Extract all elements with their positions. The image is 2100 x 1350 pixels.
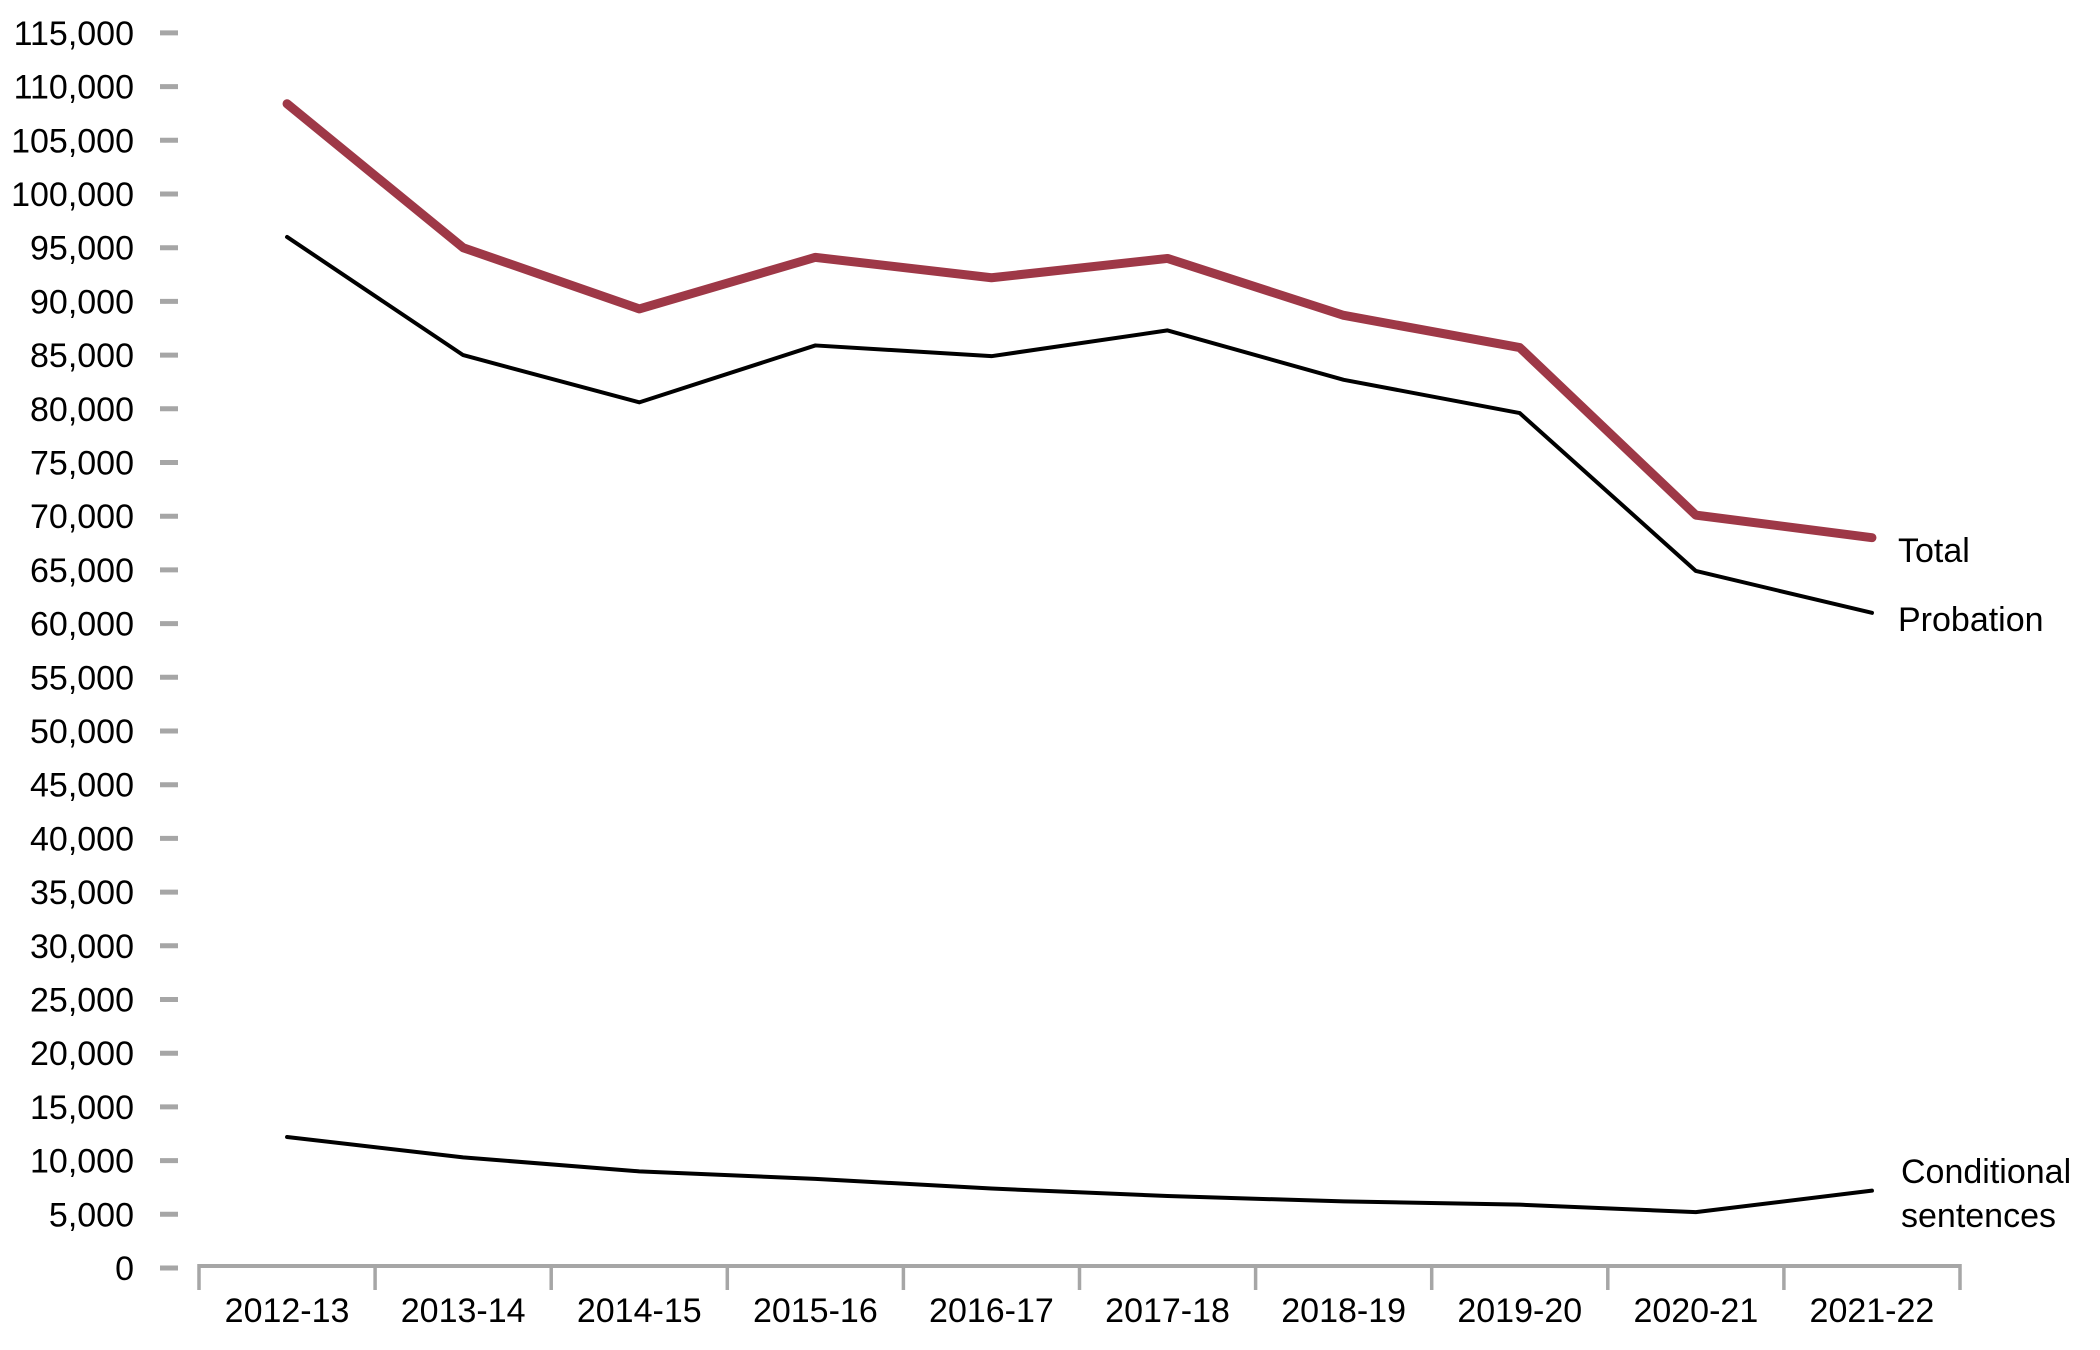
series-line-total — [282, 99, 1877, 543]
x-tick-label: 2012-13 — [225, 1292, 350, 1330]
y-tick-label: 15,000 — [30, 1089, 134, 1127]
y-tick-label: 5,000 — [49, 1196, 134, 1234]
y-axis: 0 5,000 10,000 15,000 20,000 25,000 30,000 35,0… — [11, 15, 178, 1288]
y-tick-label: 50,000 — [30, 713, 134, 751]
y-tick-label: 100,000 — [11, 176, 134, 214]
y-tick-label: 115,000 — [14, 15, 134, 53]
y-tick-label: 0 — [115, 1250, 134, 1288]
y-tick-label: 10,000 — [30, 1143, 134, 1181]
y-tick-label: 40,000 — [30, 820, 134, 858]
x-axis: 2012-13 2013-14 2014-15 2015-16 2016-17 2017-… — [197, 1264, 1962, 1330]
x-tick-label: 2013-14 — [401, 1292, 526, 1330]
x-tick-label: 2020-21 — [1633, 1292, 1758, 1330]
y-tick-label: 90,000 — [30, 283, 134, 321]
x-tick-label: 2016-17 — [929, 1292, 1054, 1330]
x-tick-label: 2018-19 — [1281, 1292, 1406, 1330]
y-tick-label: 75,000 — [30, 445, 134, 483]
series-label-conditional-sentences: Conditional sentences — [1901, 1153, 2072, 1236]
series-label-probation: Probation — [1898, 601, 2044, 639]
y-tick-label: 80,000 — [30, 391, 134, 429]
x-tick-label: 2015-16 — [753, 1292, 878, 1330]
y-tick-label: 35,000 — [30, 874, 134, 912]
series-line-probation — [285, 234, 1874, 615]
y-tick-label: 65,000 — [30, 552, 134, 590]
series-label-total: Total — [1898, 532, 1970, 570]
y-tick-label: 20,000 — [30, 1035, 134, 1073]
y-tick-label: 105,000 — [11, 122, 134, 160]
y-tick-label: 30,000 — [30, 928, 134, 966]
y-tick-label: 70,000 — [30, 498, 134, 536]
y-tick-label: 110,000 — [14, 69, 134, 107]
x-tick-label: 2014-15 — [577, 1292, 702, 1330]
y-tick-label: 60,000 — [30, 606, 134, 644]
x-tick-label: 2019-20 — [1457, 1292, 1582, 1330]
y-tick-label: 55,000 — [30, 659, 134, 697]
y-tick-label: 85,000 — [30, 337, 134, 375]
x-tick-label: 2021-22 — [1810, 1292, 1935, 1330]
series-line-conditional-sentences — [285, 1134, 1874, 1215]
y-tick-label: 45,000 — [30, 767, 134, 805]
y-tick-label: 25,000 — [30, 982, 134, 1020]
y-tick-label: 95,000 — [30, 230, 134, 268]
x-tick-label: 2017-18 — [1105, 1292, 1230, 1330]
